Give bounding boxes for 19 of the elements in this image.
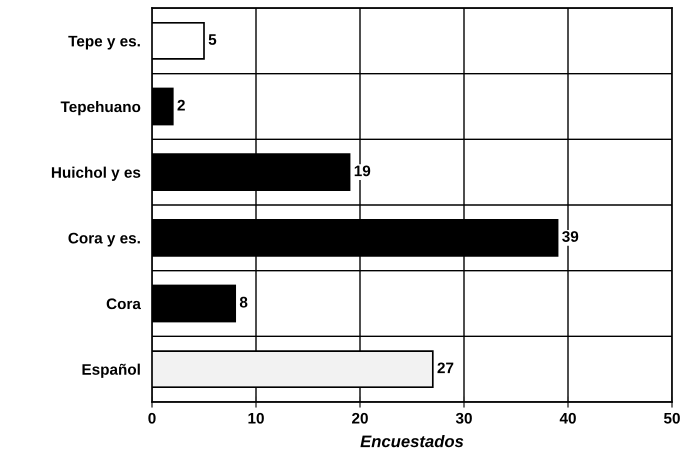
x-tick-label: 40 — [560, 412, 576, 424]
x-axis-title: Encuestados — [360, 434, 464, 448]
data-label: 27 — [437, 362, 454, 374]
y-tick-label: Tepehuano — [60, 100, 140, 116]
data-label: 2 — [177, 100, 185, 110]
data-label: 19 — [354, 165, 370, 176]
y-tick-label: Español — [82, 364, 140, 378]
y-tick-label: Cora — [106, 298, 141, 310]
y-tick-label: Huichol y es — [52, 166, 140, 181]
x-tick-label: 30 — [456, 412, 472, 424]
data-label: 8 — [240, 296, 248, 308]
x-tick-label: 20 — [352, 412, 368, 424]
x-tick-label: 50 — [664, 412, 680, 424]
data-label: 5 — [208, 34, 216, 45]
x-tick-label: 0 — [148, 412, 156, 424]
y-tick-label: Cora y es. — [68, 232, 140, 247]
x-tick-label: 10 — [248, 412, 264, 424]
y-tick-label: Tepe y es. — [68, 36, 140, 50]
data-label: 39 — [562, 231, 578, 242]
